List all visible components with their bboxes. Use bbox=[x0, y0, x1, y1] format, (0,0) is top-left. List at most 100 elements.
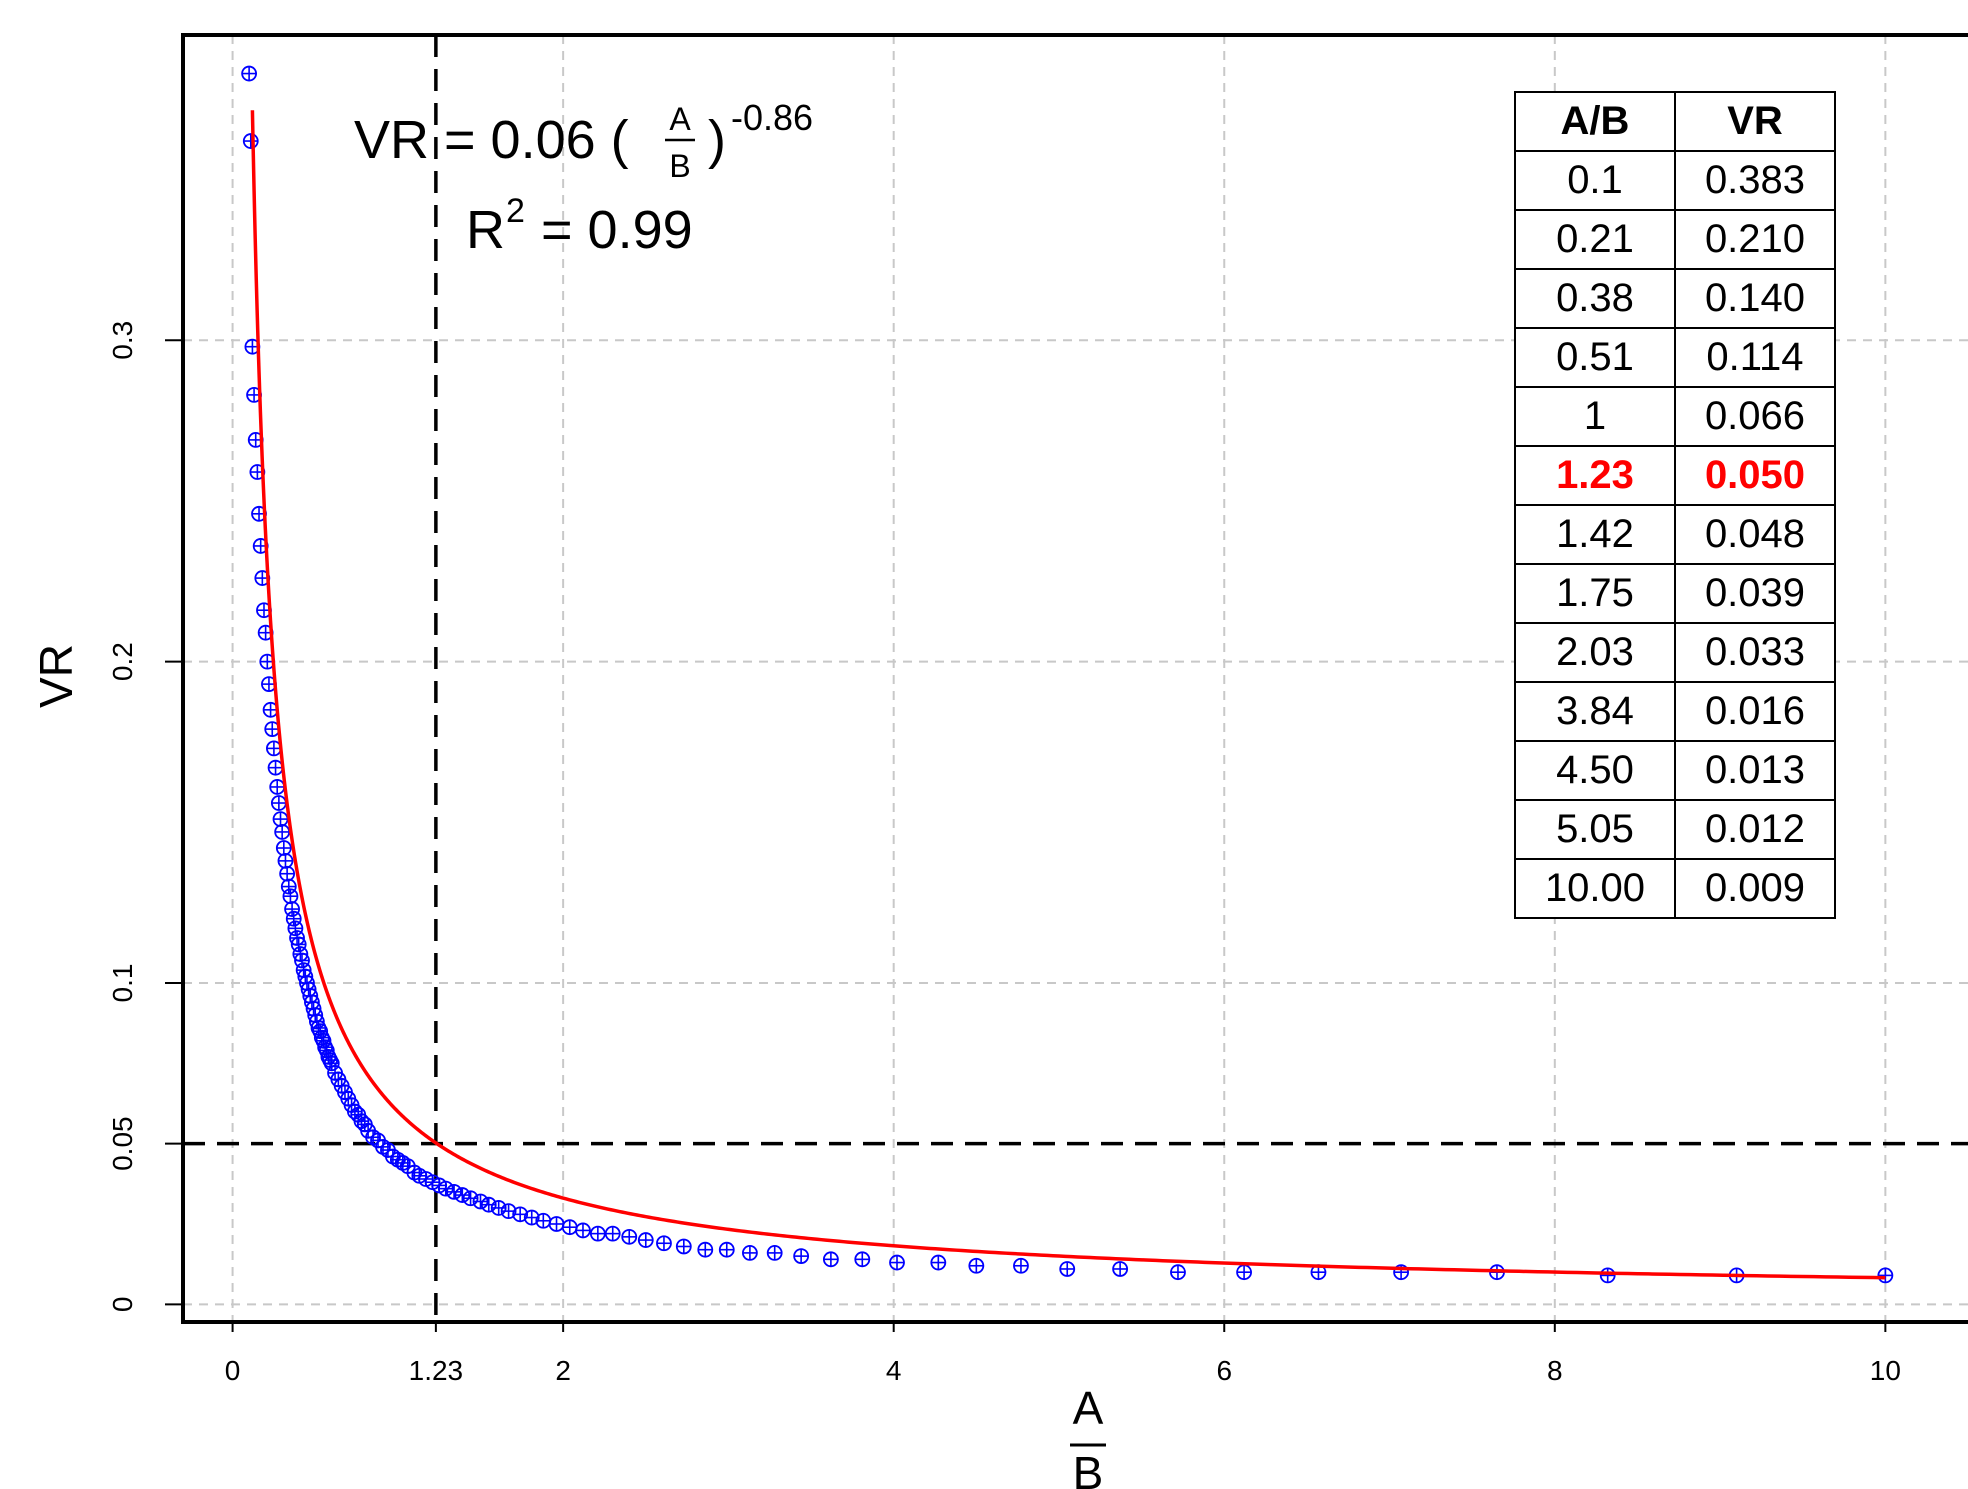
data-point bbox=[1877, 1267, 1894, 1284]
data-point bbox=[472, 1193, 489, 1210]
x-axis-label-numerator: A bbox=[1073, 1382, 1104, 1434]
data-point bbox=[675, 1238, 692, 1255]
data-point bbox=[742, 1245, 758, 1261]
table-row: 1.42 0.048 bbox=[1514, 504, 1836, 565]
data-point bbox=[272, 811, 289, 827]
table-row: 1 0.066 bbox=[1514, 386, 1836, 447]
table-cell-vr: 0.050 bbox=[1674, 445, 1836, 506]
data-point bbox=[930, 1254, 947, 1271]
data-point bbox=[604, 1225, 621, 1242]
data-point bbox=[1170, 1264, 1186, 1281]
x-axis-label-denominator: B bbox=[1073, 1447, 1104, 1489]
data-point bbox=[766, 1245, 783, 1261]
table-row: 0.1 0.383 bbox=[1514, 150, 1836, 211]
x-tick-label: 1.23 bbox=[409, 1355, 464, 1386]
table-body: 0.1 0.383 0.21 0.210 0.38 0.140 0.51 0.114 1 0.06… bbox=[1514, 150, 1836, 919]
table-row: 1.23 0.050 bbox=[1514, 445, 1836, 506]
data-point bbox=[290, 936, 307, 953]
table-row: 2.03 0.033 bbox=[1514, 622, 1836, 683]
data-point bbox=[621, 1228, 638, 1245]
data-point bbox=[446, 1183, 462, 1200]
data-point bbox=[241, 65, 258, 82]
data-point bbox=[454, 1187, 471, 1203]
table-row: 3.84 0.016 bbox=[1514, 681, 1836, 742]
table-cell-ab: 10.00 bbox=[1514, 858, 1676, 919]
data-point bbox=[353, 1113, 370, 1130]
data-point bbox=[1112, 1261, 1129, 1277]
table-row: 5.05 0.012 bbox=[1514, 799, 1836, 860]
data-point bbox=[656, 1235, 672, 1252]
data-point bbox=[1599, 1267, 1616, 1284]
data-point bbox=[512, 1206, 529, 1223]
reference-lines bbox=[183, 35, 1968, 1322]
r-squared-annotation: R 2 = 0.99 bbox=[466, 192, 693, 260]
data-point bbox=[822, 1251, 839, 1268]
data-point bbox=[462, 1190, 479, 1207]
data-point bbox=[279, 865, 296, 882]
data-point bbox=[697, 1241, 714, 1258]
data-point bbox=[548, 1216, 565, 1232]
data-point bbox=[523, 1209, 540, 1226]
data-point bbox=[575, 1222, 591, 1239]
data-point bbox=[1013, 1257, 1029, 1274]
table-cell-ab: 0.38 bbox=[1514, 268, 1676, 329]
x-tick-label: 4 bbox=[886, 1355, 902, 1386]
x-tick-label: 6 bbox=[1216, 1355, 1232, 1386]
data-point bbox=[437, 1180, 454, 1197]
y-tick-label: 0.2 bbox=[107, 642, 138, 681]
data-point bbox=[889, 1254, 905, 1271]
table-cell-ab: 1.75 bbox=[1514, 563, 1676, 624]
value-table: A/B VR 0.1 0.383 0.21 0.210 0.38 0.140 0.51 0.1… bbox=[1514, 91, 1836, 919]
equation-fraction-denominator: B bbox=[669, 148, 690, 184]
table-row: 10.00 0.009 bbox=[1514, 858, 1836, 919]
data-point bbox=[346, 1103, 363, 1120]
table-row: 1.75 0.039 bbox=[1514, 563, 1836, 624]
table-cell-vr: 0.048 bbox=[1674, 504, 1836, 565]
table-cell-ab: 4.50 bbox=[1514, 740, 1676, 801]
data-point bbox=[490, 1200, 507, 1216]
equation-fraction-numerator: A bbox=[669, 101, 691, 137]
table-cell-ab: 1 bbox=[1514, 386, 1676, 447]
data-point bbox=[480, 1196, 497, 1213]
x-tick-label: 0 bbox=[225, 1355, 241, 1386]
data-point bbox=[323, 1055, 340, 1072]
data-point bbox=[294, 952, 310, 969]
data-point bbox=[280, 878, 297, 895]
data-point bbox=[267, 759, 284, 776]
data-point bbox=[1236, 1264, 1252, 1281]
data-point bbox=[282, 888, 299, 905]
table-header-row: A/B VR bbox=[1514, 91, 1836, 152]
table-cell-vr: 0.013 bbox=[1674, 740, 1836, 801]
data-point bbox=[275, 840, 292, 856]
fit-curve-line bbox=[250, 110, 1886, 1280]
table-cell-vr: 0.383 bbox=[1674, 150, 1836, 211]
data-point bbox=[854, 1251, 871, 1268]
table-cell-ab: 3.84 bbox=[1514, 681, 1676, 742]
y-axis-label: VR bbox=[30, 644, 82, 708]
equation-exponent: -0.86 bbox=[731, 97, 813, 138]
data-point bbox=[274, 824, 291, 840]
table-cell-ab: 0.1 bbox=[1514, 150, 1676, 211]
x-tick-label: 8 bbox=[1547, 1355, 1563, 1386]
table-row: 0.51 0.114 bbox=[1514, 327, 1836, 388]
data-point bbox=[285, 910, 302, 927]
table-cell-ab: 2.03 bbox=[1514, 622, 1676, 683]
axes: 0 1.23 2 4 6 8 10 0 0.05 0.1 0.2 0.3 bbox=[107, 33, 1968, 1386]
data-point bbox=[1059, 1261, 1076, 1277]
table-row: 0.21 0.210 bbox=[1514, 209, 1836, 270]
r-squared-prefix: R bbox=[466, 200, 505, 260]
table-cell-vr: 0.033 bbox=[1674, 622, 1836, 683]
data-point bbox=[270, 795, 287, 811]
table-cell-vr: 0.066 bbox=[1674, 386, 1836, 447]
data-point bbox=[535, 1212, 552, 1229]
table-cell-vr: 0.210 bbox=[1674, 209, 1836, 270]
table-cell-vr: 0.114 bbox=[1674, 327, 1836, 388]
equation-annotation: VR = 0.06 ( A B ) -0.86 bbox=[354, 97, 813, 184]
y-tick-label: 0.05 bbox=[107, 1116, 138, 1171]
data-point bbox=[968, 1257, 985, 1274]
data-point bbox=[589, 1225, 606, 1242]
table-row: 4.50 0.013 bbox=[1514, 740, 1836, 801]
y-tick-label: 0.3 bbox=[107, 321, 138, 360]
table-cell-ab: 0.21 bbox=[1514, 209, 1676, 270]
table-header-ab: A/B bbox=[1514, 91, 1676, 152]
